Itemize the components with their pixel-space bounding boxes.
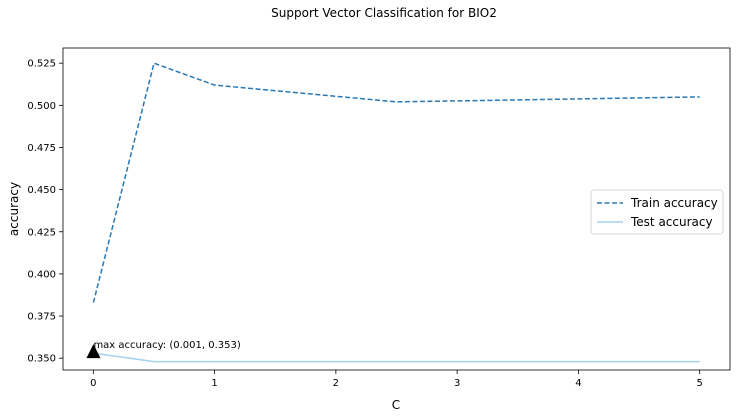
x-tick-label: 5 — [696, 378, 702, 389]
legend-train-label: Train accuracy — [630, 196, 718, 210]
x-tick-label: 1 — [211, 378, 217, 389]
y-tick-label: 0.450 — [27, 185, 56, 196]
train-accuracy-line — [92, 62, 700, 303]
x-axis-label: C — [392, 398, 400, 412]
x-tick-label: 0 — [90, 378, 96, 389]
x-tick-label: 2 — [333, 378, 339, 389]
y-tick-label: 0.425 — [27, 227, 56, 238]
legend-test-label: Test accuracy — [630, 215, 713, 229]
x-tick-label: 4 — [575, 378, 581, 389]
y-axis-label: accuracy — [7, 182, 21, 236]
chart-title: Support Vector Classification for BIO2 — [271, 6, 497, 20]
y-tick-label: 0.525 — [27, 59, 56, 70]
y-tick-label: 0.475 — [27, 143, 56, 154]
max-marker — [86, 344, 101, 359]
plot-area — [62, 47, 731, 371]
y-tick-label: 0.500 — [27, 101, 56, 112]
y-tick-label: 0.375 — [27, 312, 56, 323]
y-tick-label: 0.400 — [27, 269, 56, 280]
test-accuracy-line — [93, 352, 700, 363]
y-axis: 0.350 0.375 0.400 0.425 0.450 0.475 0.500 0.525 — [27, 59, 63, 365]
annotation: max accuracy: (0.001, 0.353) — [86, 340, 241, 359]
x-tick-label: 3 — [454, 378, 460, 389]
legend-box — [590, 189, 724, 235]
y-tick-label: 0.350 — [27, 354, 56, 365]
series-layer — [92, 62, 700, 363]
legend: Train accuracy Test accuracy — [590, 189, 724, 235]
annotation-label: max accuracy: (0.001, 0.353) — [93, 340, 240, 351]
x-axis: 0 1 2 3 4 5 — [90, 370, 703, 389]
